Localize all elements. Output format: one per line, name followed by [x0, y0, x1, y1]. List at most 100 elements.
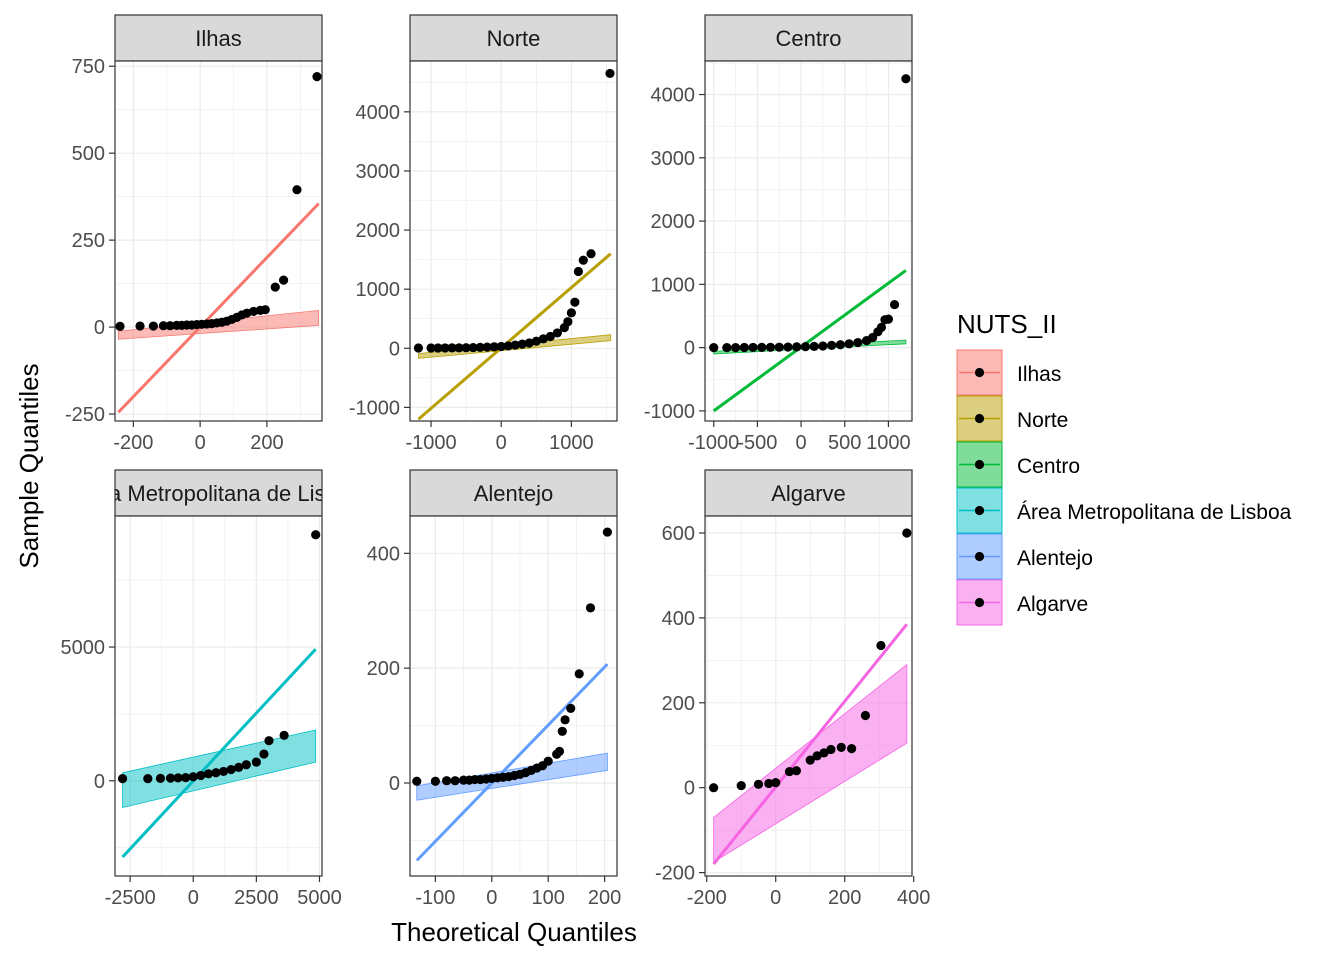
data-point: [181, 772, 191, 783]
data-point: [117, 774, 128, 784]
data-point: [482, 342, 492, 352]
data-point: [196, 770, 206, 781]
y-tick-label: -200: [655, 863, 695, 885]
data-point: [560, 715, 570, 725]
x-tick-label: 1000: [866, 432, 911, 454]
data-point: [764, 778, 774, 789]
y-tick-label: 4000: [356, 102, 401, 124]
data-point: [818, 341, 828, 351]
y-tick-label: 2000: [356, 220, 401, 242]
legend-title: NUTS_II: [957, 309, 1057, 339]
data-point: [430, 776, 440, 786]
legend-label: Alentejo: [1017, 547, 1093, 570]
plot-area: [412, 527, 613, 862]
data-point: [836, 742, 846, 752]
legend-label: Área Metropolitana de Lisboa: [1017, 501, 1292, 524]
data-point: [791, 766, 802, 776]
data-point: [844, 339, 854, 349]
plot-area: [117, 530, 321, 859]
x-axis-title: Theoretical Quantiles: [391, 917, 637, 947]
x-tick-label: 200: [250, 432, 283, 454]
data-point: [812, 751, 822, 761]
legend-key-point: [974, 597, 985, 608]
data-point: [433, 343, 443, 353]
facet-strip: [114, 14, 323, 62]
data-point: [757, 342, 767, 352]
data-point: [805, 755, 815, 765]
data-point: [554, 746, 565, 757]
data-point: [155, 773, 166, 783]
data-point: [573, 266, 584, 277]
data-point: [739, 342, 749, 353]
legend-key-point: [974, 505, 985, 516]
x-tick-label: -500: [737, 432, 777, 454]
data-point: [311, 530, 321, 540]
data-point: [784, 766, 795, 777]
y-axis-title: Sample Quantiles: [14, 363, 44, 568]
qq-reference-line: [712, 623, 908, 866]
legend-entry: Área Metropolitana de Lisboa: [956, 487, 1292, 534]
data-point: [860, 710, 871, 721]
data-point: [819, 748, 829, 758]
x-tick-label: 0: [195, 432, 206, 454]
data-point: [566, 703, 576, 713]
data-point: [809, 341, 819, 351]
data-point: [413, 343, 424, 353]
panel-background: [705, 61, 912, 421]
x-tick-label: 100: [532, 887, 565, 909]
x-tick-label: 200: [588, 887, 621, 909]
legend-label: Ilhas: [1017, 363, 1061, 386]
legend-label: Algarve: [1017, 593, 1088, 616]
data-point: [902, 528, 912, 538]
x-tick-label: 0: [770, 887, 781, 909]
panel-1: Ilhas -200 0 200 -250 0 250 500 750: [65, 14, 323, 454]
y-tick-label: 250: [72, 230, 105, 252]
plot-area: [115, 72, 322, 414]
panel-3: Centro-1000-500 0 500 1000-1000010002000300…: [644, 14, 913, 454]
data-point: [312, 72, 322, 82]
grid-lines: [115, 516, 322, 876]
facet-strip-label: Norte: [487, 26, 541, 51]
facet-strip: [114, 469, 323, 517]
data-point: [412, 776, 422, 786]
data-point: [557, 726, 567, 736]
data-point: [853, 337, 863, 348]
data-point: [876, 640, 886, 651]
x-tick-label: 0: [188, 887, 199, 909]
y-tick-label: 600: [662, 523, 695, 545]
x-tick-label: -200: [113, 432, 153, 454]
panel-background: [115, 516, 322, 876]
panel-border: [114, 60, 323, 422]
data-point: [826, 744, 836, 755]
x-tick-label: 200: [828, 887, 861, 909]
data-point: [475, 342, 485, 353]
y-tick-label: -1000: [644, 401, 695, 423]
legend-label: Norte: [1017, 409, 1068, 432]
data-point: [574, 669, 584, 679]
data-point: [748, 342, 758, 353]
y-tick-label: 0: [684, 778, 695, 800]
data-point: [783, 342, 793, 352]
y-tick-label: 0: [684, 338, 695, 360]
data-point: [538, 334, 548, 344]
y-tick-label: 4000: [651, 85, 696, 107]
legend-entry: Centro: [956, 441, 1080, 488]
y-tick-label: 0: [94, 317, 105, 339]
qq-reference-line: [415, 663, 609, 862]
panel-6: Algarve -200 0 200 400 -200 0 200 400 600: [655, 469, 930, 909]
data-point: [517, 339, 527, 349]
grid-lines: [410, 61, 617, 421]
facet-strip-label: Alentejo: [474, 481, 554, 506]
data-point: [165, 773, 176, 783]
data-point: [158, 321, 169, 331]
data-point: [115, 321, 125, 331]
y-tick-label: 3000: [356, 161, 401, 183]
legend-entry: Norte: [956, 395, 1068, 442]
data-point: [545, 331, 555, 342]
data-point: [234, 762, 244, 773]
data-point: [442, 776, 452, 786]
data-point: [264, 736, 274, 746]
data-point: [709, 343, 719, 353]
data-point: [531, 336, 541, 346]
data-point: [730, 343, 741, 353]
